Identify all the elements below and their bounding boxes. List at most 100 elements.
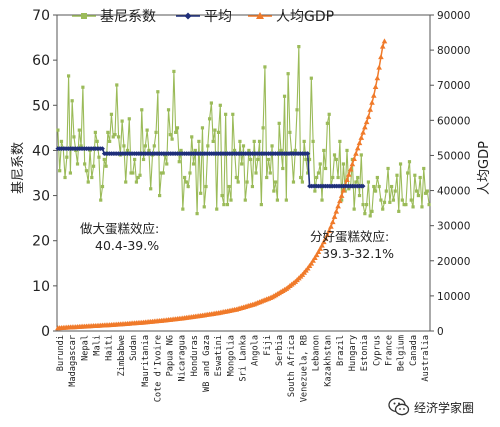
gdp-point — [326, 227, 332, 233]
gini-point — [109, 112, 114, 116]
gdp-point — [329, 219, 336, 225]
gini-point — [134, 180, 139, 184]
gini-point — [131, 171, 135, 175]
gdp-point — [353, 150, 359, 156]
gini-point — [415, 189, 419, 193]
gdp-point — [351, 155, 357, 161]
gini-point — [268, 171, 272, 175]
series-gini — [56, 45, 431, 218]
x-tick-label: France — [385, 335, 395, 366]
gini-point — [406, 171, 410, 175]
gini-point — [266, 157, 271, 162]
x-tick-label: Zimbabwe — [117, 335, 127, 376]
x-tick-label: Venezuela, RB — [299, 335, 309, 402]
gini-point — [331, 175, 335, 180]
plot-frame — [56, 14, 431, 332]
gini-point — [395, 173, 399, 177]
gdp-point — [308, 260, 315, 266]
legend-label: 人均GDP — [276, 9, 334, 25]
wechat-icon — [388, 397, 410, 416]
gini-point — [172, 69, 176, 74]
gini-point — [404, 203, 408, 207]
gdp-point — [374, 75, 381, 81]
gini-point — [190, 135, 194, 139]
gini-point — [315, 175, 319, 180]
gini-point — [106, 130, 110, 134]
gini-point — [179, 148, 183, 153]
gini-point — [275, 198, 280, 202]
x-tick-label: Nepal — [80, 335, 90, 361]
gini-point — [272, 189, 276, 193]
gdp-point — [358, 134, 365, 140]
annotation-left-title: 做大蛋糕效应: — [80, 221, 159, 236]
x-tick-label: Cyprus — [372, 335, 382, 366]
gini-point — [184, 180, 188, 184]
gini-point — [202, 205, 206, 209]
gdp-point — [324, 232, 331, 238]
gini-point — [145, 128, 149, 132]
left-tick-label: 10 — [32, 279, 50, 295]
gini-point — [413, 173, 417, 177]
gini-point — [293, 148, 297, 153]
gdp-point — [354, 145, 361, 151]
axes — [56, 14, 431, 332]
gini-point — [249, 157, 253, 162]
gini-point — [245, 180, 249, 184]
gini-point — [411, 205, 415, 209]
gdp-point — [319, 242, 325, 248]
left-tick-label: 60 — [32, 53, 50, 69]
x-tick-label: Burundi — [56, 335, 66, 371]
gini-point — [347, 187, 351, 191]
average-point — [305, 151, 311, 156]
gini-point — [225, 203, 230, 207]
gini-point — [140, 108, 144, 112]
gini-point — [174, 130, 178, 134]
gini-point — [168, 133, 172, 137]
gini-point — [382, 200, 387, 204]
gini-point — [379, 198, 383, 202]
x-tick-label: Sudan — [129, 335, 139, 361]
gini-point — [277, 121, 281, 125]
gini-point — [300, 180, 304, 184]
gini-point — [427, 203, 431, 207]
annotations: 做大蛋糕效应: 40.4-39.% 分好蛋糕效应: 39.3-32.1% — [80, 221, 394, 261]
gini-line — [57, 46, 430, 217]
x-tick-label: Brazil — [336, 335, 346, 366]
gini-point — [115, 83, 119, 87]
gdp-point — [349, 161, 356, 167]
gini-point — [254, 171, 258, 175]
right-tick-label: 0 — [437, 326, 444, 338]
left-axis-title: 基尼系数 — [11, 142, 26, 194]
x-tick-label: Estonia — [360, 335, 370, 371]
gdp-point — [356, 140, 363, 146]
left-tick-label: 20 — [32, 234, 50, 250]
gini-point — [256, 157, 260, 162]
gdp-point — [372, 83, 379, 89]
gini-point — [95, 139, 99, 143]
gini-point — [316, 171, 321, 175]
gdp-point — [379, 43, 386, 49]
gini-point — [390, 184, 394, 189]
gini-point — [325, 121, 329, 125]
right-tick-label: 20000 — [437, 256, 470, 268]
gini-point — [165, 162, 169, 166]
gini-point — [218, 103, 222, 107]
gini-point — [91, 164, 96, 168]
gini-point — [197, 139, 201, 143]
gini-point — [297, 45, 301, 49]
x-tick-label: Sri Lanka — [239, 335, 249, 382]
gini-point — [141, 157, 146, 162]
gini-point — [213, 128, 217, 132]
gini-point — [236, 180, 240, 184]
gini-point — [334, 157, 338, 162]
gini-point — [84, 169, 89, 173]
gini-point — [68, 171, 72, 175]
gini-point — [90, 175, 94, 180]
gini-point — [224, 112, 228, 116]
right-tick-label: 30000 — [437, 221, 470, 233]
gini-point — [125, 148, 130, 153]
gini-point — [83, 162, 87, 166]
gdp-point — [369, 99, 375, 105]
gini-point — [158, 193, 162, 198]
gdp-point — [362, 124, 368, 130]
